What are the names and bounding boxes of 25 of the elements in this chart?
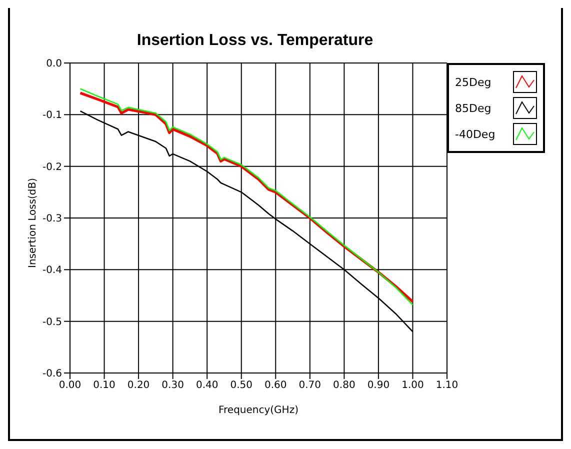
legend-label: 25Deg: [455, 76, 492, 88]
x-axis-title: Frequency(GHz): [218, 405, 299, 416]
x-tick-label: 0.40: [196, 380, 218, 392]
chart-title: Insertion Loss vs. Temperature: [136, 32, 374, 50]
x-tick-label: 0.90: [367, 380, 390, 392]
x-tick-label: 1.00: [402, 380, 424, 392]
y-tick-label: -0.1: [42, 110, 62, 122]
x-tick-label: 0.50: [230, 380, 252, 392]
legend-label: 85Deg: [455, 102, 492, 114]
x-tick-label: 1.10: [436, 380, 458, 392]
y-tick-label: -0.6: [42, 368, 62, 380]
x-tick-label: 0.20: [127, 380, 150, 392]
x-tick-label: 0.80: [333, 380, 356, 392]
y-tick-label: -0.4: [42, 265, 62, 276]
x-tick-label: 0.30: [162, 380, 184, 392]
x-tick-label: 0.70: [298, 380, 322, 392]
y-axis-title: Insertion Loss(dB): [28, 178, 39, 268]
x-tick-label: 0.10: [93, 380, 116, 392]
x-tick-label: 0.60: [264, 380, 287, 392]
legend-label: -40Deg: [455, 128, 496, 140]
y-tick-label: -0.5: [42, 316, 62, 328]
y-tick-label: -0.3: [42, 214, 62, 225]
y-tick-label: -0.2: [42, 162, 62, 173]
y-tick-label: 0.0: [46, 58, 62, 70]
x-tick-label: 0.00: [58, 380, 82, 392]
